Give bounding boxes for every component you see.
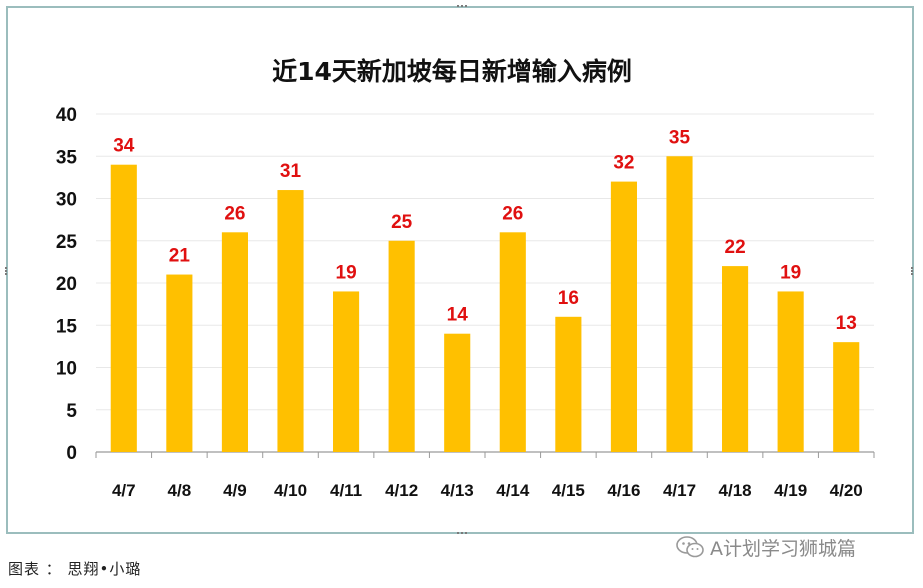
wechat-icon — [676, 536, 704, 558]
watermark-text: A计划学习狮城篇 — [710, 537, 856, 560]
data-label: 32 — [613, 153, 634, 174]
data-label: 16 — [558, 288, 579, 309]
resize-handle-right[interactable] — [911, 266, 915, 278]
bar — [777, 291, 804, 452]
x-tick-label: 4/18 — [719, 481, 752, 500]
x-tick-label: 4/10 — [274, 481, 307, 500]
bar — [610, 181, 637, 452]
x-tick-label: 4/17 — [663, 481, 696, 500]
resize-handle-bottom[interactable] — [456, 532, 468, 536]
y-tick-label: 10 — [56, 359, 77, 380]
y-tick-label: 35 — [56, 147, 78, 168]
chart-title: 近14天新加坡每日新增输入病例 — [272, 57, 632, 86]
watermark: A计划学习狮城篇 — [676, 532, 916, 562]
data-label: 26 — [502, 203, 523, 224]
x-tick-label: 4/20 — [830, 481, 863, 500]
y-tick-label: 40 — [56, 105, 77, 126]
bar — [833, 342, 860, 452]
y-tick-label: 20 — [56, 274, 77, 295]
x-tick-label: 4/16 — [607, 481, 640, 500]
bar — [499, 232, 526, 452]
bar-chart: 近14天新加坡每日新增输入病例 0 5 10 15 20 25 30 35 40 4/7 4/8 4/… — [56, 57, 875, 500]
bar — [221, 232, 248, 452]
y-tick-label: 0 — [66, 443, 77, 464]
y-tick-label: 30 — [56, 190, 77, 211]
bar — [110, 164, 137, 452]
bar — [277, 190, 304, 453]
data-label: 19 — [336, 262, 357, 283]
data-label: 34 — [113, 136, 135, 157]
bar — [333, 291, 360, 452]
bars — [110, 156, 860, 453]
data-label: 19 — [780, 262, 801, 283]
chart-caption: 图表 ： 思翔•小璐 — [8, 560, 142, 578]
data-label: 14 — [447, 305, 469, 326]
x-tick-label: 4/19 — [774, 481, 807, 500]
x-tick-label: 4/15 — [552, 481, 585, 500]
data-label: 13 — [836, 313, 857, 334]
bar — [722, 266, 749, 452]
resize-handle-left[interactable] — [5, 266, 9, 278]
x-tick-label: 4/14 — [496, 481, 530, 500]
data-label: 21 — [169, 246, 191, 267]
bar — [555, 316, 582, 452]
x-tick-label: 4/9 — [223, 481, 247, 500]
data-label: 26 — [224, 203, 245, 224]
y-tick-label: 25 — [56, 232, 78, 253]
data-label: 31 — [280, 161, 302, 182]
data-label: 22 — [725, 237, 746, 258]
grid — [96, 113, 874, 411]
bar — [388, 240, 415, 452]
x-tick-label: 4/11 — [330, 481, 362, 500]
x-tick-label: 4/13 — [441, 481, 474, 500]
resize-handle-top[interactable] — [456, 5, 468, 9]
y-tick-label: 5 — [66, 401, 77, 422]
bar — [666, 156, 693, 452]
data-label: 35 — [669, 127, 691, 148]
data-label: 25 — [391, 212, 413, 233]
bar — [444, 333, 471, 452]
data-labels: 34 21 26 31 19 25 14 26 16 32 35 22 19 13 — [113, 127, 857, 334]
x-tick-label: 4/7 — [112, 481, 136, 500]
x-tick-label: 4/12 — [385, 481, 418, 500]
y-tick-label: 15 — [56, 316, 78, 337]
bar — [166, 274, 193, 452]
x-tick-label: 4/8 — [168, 481, 192, 500]
